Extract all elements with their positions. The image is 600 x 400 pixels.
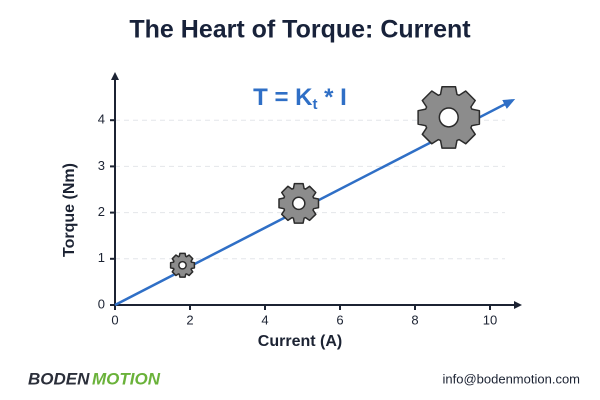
logo-right: MOTION xyxy=(92,369,161,388)
y-tick-label: 1 xyxy=(98,250,105,265)
y-tick-label: 0 xyxy=(98,296,105,311)
email: info@bodenmotion.com xyxy=(443,371,581,386)
gear-hole xyxy=(178,260,187,270)
gear-hole xyxy=(291,196,306,211)
x-tick-label: 6 xyxy=(336,312,343,327)
x-tick-label: 0 xyxy=(111,312,118,327)
formula-rest: * I xyxy=(318,84,347,111)
chart-title: The Heart of Torque: Current xyxy=(129,16,471,44)
x-tick-label: 10 xyxy=(483,312,497,327)
x-axis-label: Current (A) xyxy=(258,333,342,350)
x-tick-label: 8 xyxy=(411,312,418,327)
y-tick-label: 4 xyxy=(98,112,105,127)
formula-subscript: t xyxy=(313,96,318,113)
y-axis-label: Torque (Nm) xyxy=(61,163,78,257)
formula-main: T = K xyxy=(253,84,313,111)
logo-left: BODEN xyxy=(28,369,90,388)
y-tick-label: 2 xyxy=(98,204,105,219)
x-tick-label: 4 xyxy=(261,312,268,327)
formula: T = Kt * I xyxy=(253,84,347,113)
y-tick-label: 3 xyxy=(98,158,105,173)
gear-hole xyxy=(438,107,459,128)
x-tick-label: 2 xyxy=(186,312,193,327)
